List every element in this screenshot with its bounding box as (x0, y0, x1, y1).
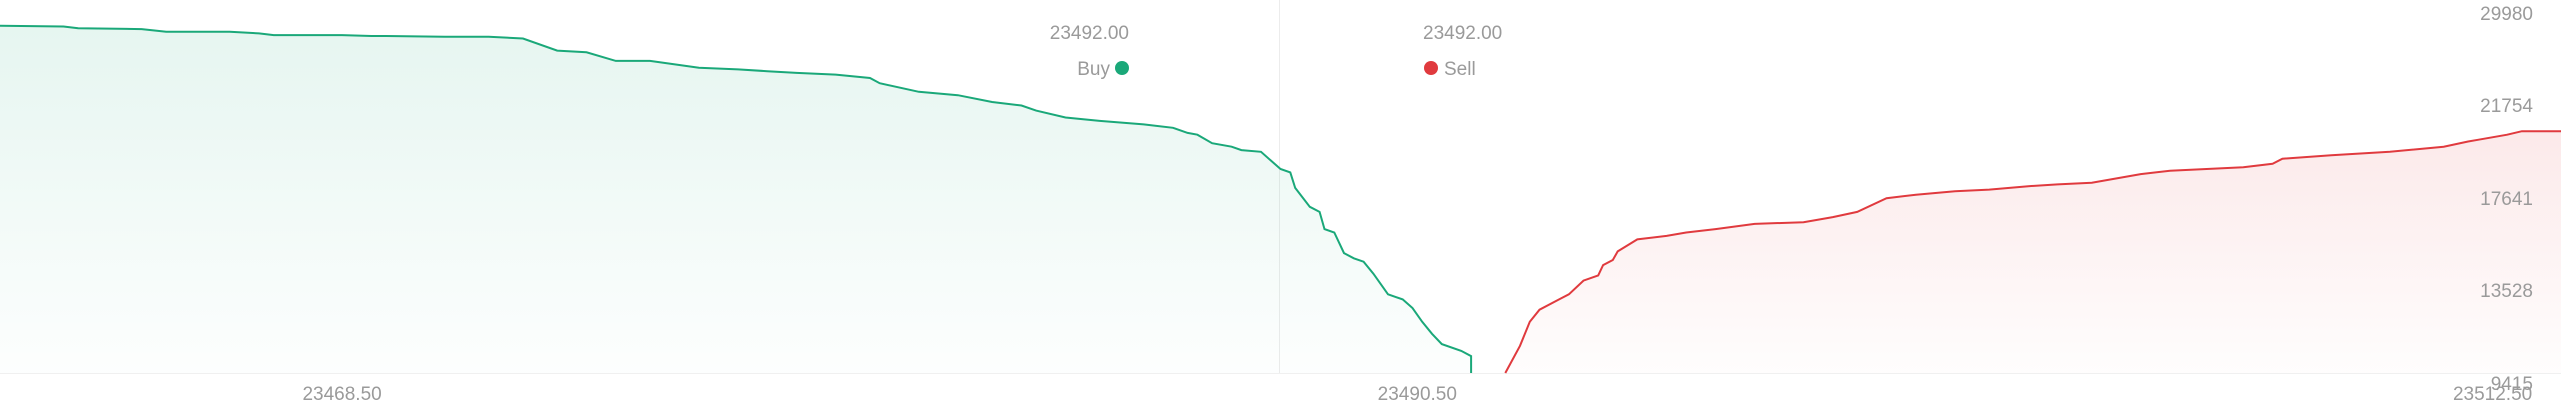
buy-depth-line (0, 24, 1473, 373)
y-tick-label: 17641 (2480, 189, 2533, 210)
x-tick-label: 23490.50 (1378, 384, 1457, 405)
y-tick-label: 9415 (2491, 374, 2533, 395)
sell-legend-dot-icon (1424, 61, 1438, 75)
y-tick-label: 29980 (2480, 4, 2533, 25)
y-axis-ticks: 29980 21754 17641 13528 9415 (2480, 4, 2533, 395)
x-tick-label: 23512.50 (2453, 384, 2532, 405)
buy-mid-price-label: 23492.00 (1050, 23, 1129, 44)
buy-depth-area (0, 25, 1472, 373)
sell-depth-line (1504, 130, 2561, 374)
y-tick-label: 13528 (2480, 281, 2533, 302)
legend: 23492.00 Buy 23492.00 Sell (1050, 23, 1503, 80)
buy-legend-label: Buy (1077, 59, 1110, 80)
y-tick-label: 21754 (2480, 96, 2533, 117)
x-tick-label: 23468.50 (302, 384, 381, 405)
x-axis-ticks: 23468.50 23490.50 23512.50 (302, 384, 2532, 405)
buy-legend-dot-icon (1115, 61, 1129, 75)
sell-mid-price-label: 23492.00 (1423, 23, 1502, 44)
sell-depth-area (1505, 131, 2561, 373)
sell-legend-label: Sell (1444, 59, 1476, 80)
